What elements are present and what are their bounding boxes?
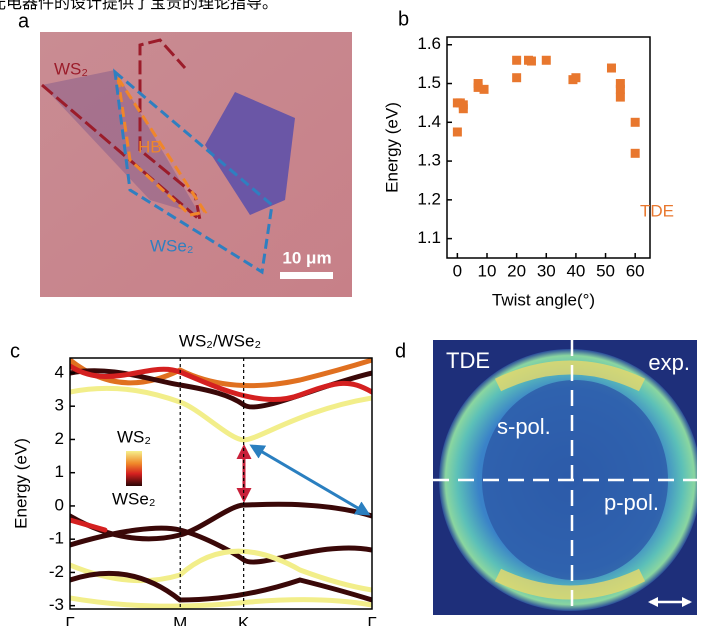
y-tick-label: 1 [55,462,64,481]
y-tick-label: 2 [55,429,64,448]
legend-label: WS₂ [117,427,151,446]
x-axis-title: Twist angle(°) [492,290,595,309]
y-tick-label: 1.3 [417,151,441,170]
y-axis-title: Energy (eV) [382,102,401,193]
point [571,73,581,83]
y-tick-label: 4 [55,362,64,381]
point [512,73,522,83]
wse2-flake [205,92,295,215]
y-tick-label: 3 [55,396,64,415]
point [458,104,468,114]
band [70,517,108,533]
hb-label: HB [138,137,162,156]
scale-bar-label: 10 μm [282,248,331,267]
y-tick-label: 1.4 [417,112,441,131]
x-tick-label: 10 [478,261,497,280]
point [615,84,625,94]
x-tick-label: 40 [566,261,585,280]
panel-label: b [398,8,409,30]
y-tick-label: -2 [49,562,64,581]
plot-frame [69,357,373,610]
point [479,84,489,94]
panel-label: d [395,340,406,362]
exp-label: exp. [648,350,690,375]
x-tick-label: K [238,613,250,626]
y-tick-label: 1.1 [417,228,441,247]
y-tick-label: 0 [55,495,64,514]
band [70,385,372,443]
tde-label: TDE [446,348,490,373]
plot-frame [446,36,651,259]
x-tick-label: Γ [65,613,74,626]
point [512,55,522,65]
bfp-image [433,340,697,615]
point [452,127,462,137]
x-tick-label: Γ [367,613,376,626]
band [70,595,372,609]
y-tick-label: -3 [49,595,64,614]
band [70,570,372,603]
panel-label: c [10,340,20,362]
ws2-outline [41,38,203,224]
x-tick-label: M [173,613,187,626]
point [630,117,640,127]
band [70,525,372,565]
p-pol-label: p-pol. [604,490,659,515]
band [70,358,372,389]
wse2-label: WSe₂ [150,236,193,255]
bands [70,358,372,609]
hb-outline [116,77,208,217]
ring-highlight [494,360,646,392]
point [630,148,640,158]
band [70,363,372,402]
ws2-flake [42,70,200,215]
indirect-transition-arrow [249,444,371,516]
annotation: TDE [640,201,674,220]
x-tick-label: 30 [537,261,556,280]
point [473,82,483,92]
x-tick-label: 50 [596,261,615,280]
ring-highlight [494,568,646,600]
colorbar [126,451,142,486]
point [541,55,551,65]
scale-bar [280,272,333,279]
y-axis-title: Energy (eV) [11,438,30,529]
x-tick-label: 0 [453,261,462,280]
legend-label: WSe₂ [112,489,155,508]
point [606,63,616,73]
inner-disk [482,380,668,580]
point [526,56,536,66]
point [615,92,625,102]
y-tick-label: -1 [49,529,64,548]
x-tick-label: 60 [626,261,645,280]
caption: 光电器件的设计提供了宝贵的理论指导。 [0,0,278,12]
point [615,79,625,89]
wse2-outline [113,68,274,275]
ws2-label: WS₂ [54,59,88,78]
y-tick-label: 1.5 [417,73,441,92]
y-tick-label: 1.2 [417,189,441,208]
y-tick-label: 1.6 [417,34,441,53]
s-pol-label: s-pol. [497,414,551,439]
x-tick-label: 20 [507,261,526,280]
chart-title: WS₂/WSe₂ [179,331,261,350]
panel-label: a [18,10,30,32]
band [70,548,372,593]
